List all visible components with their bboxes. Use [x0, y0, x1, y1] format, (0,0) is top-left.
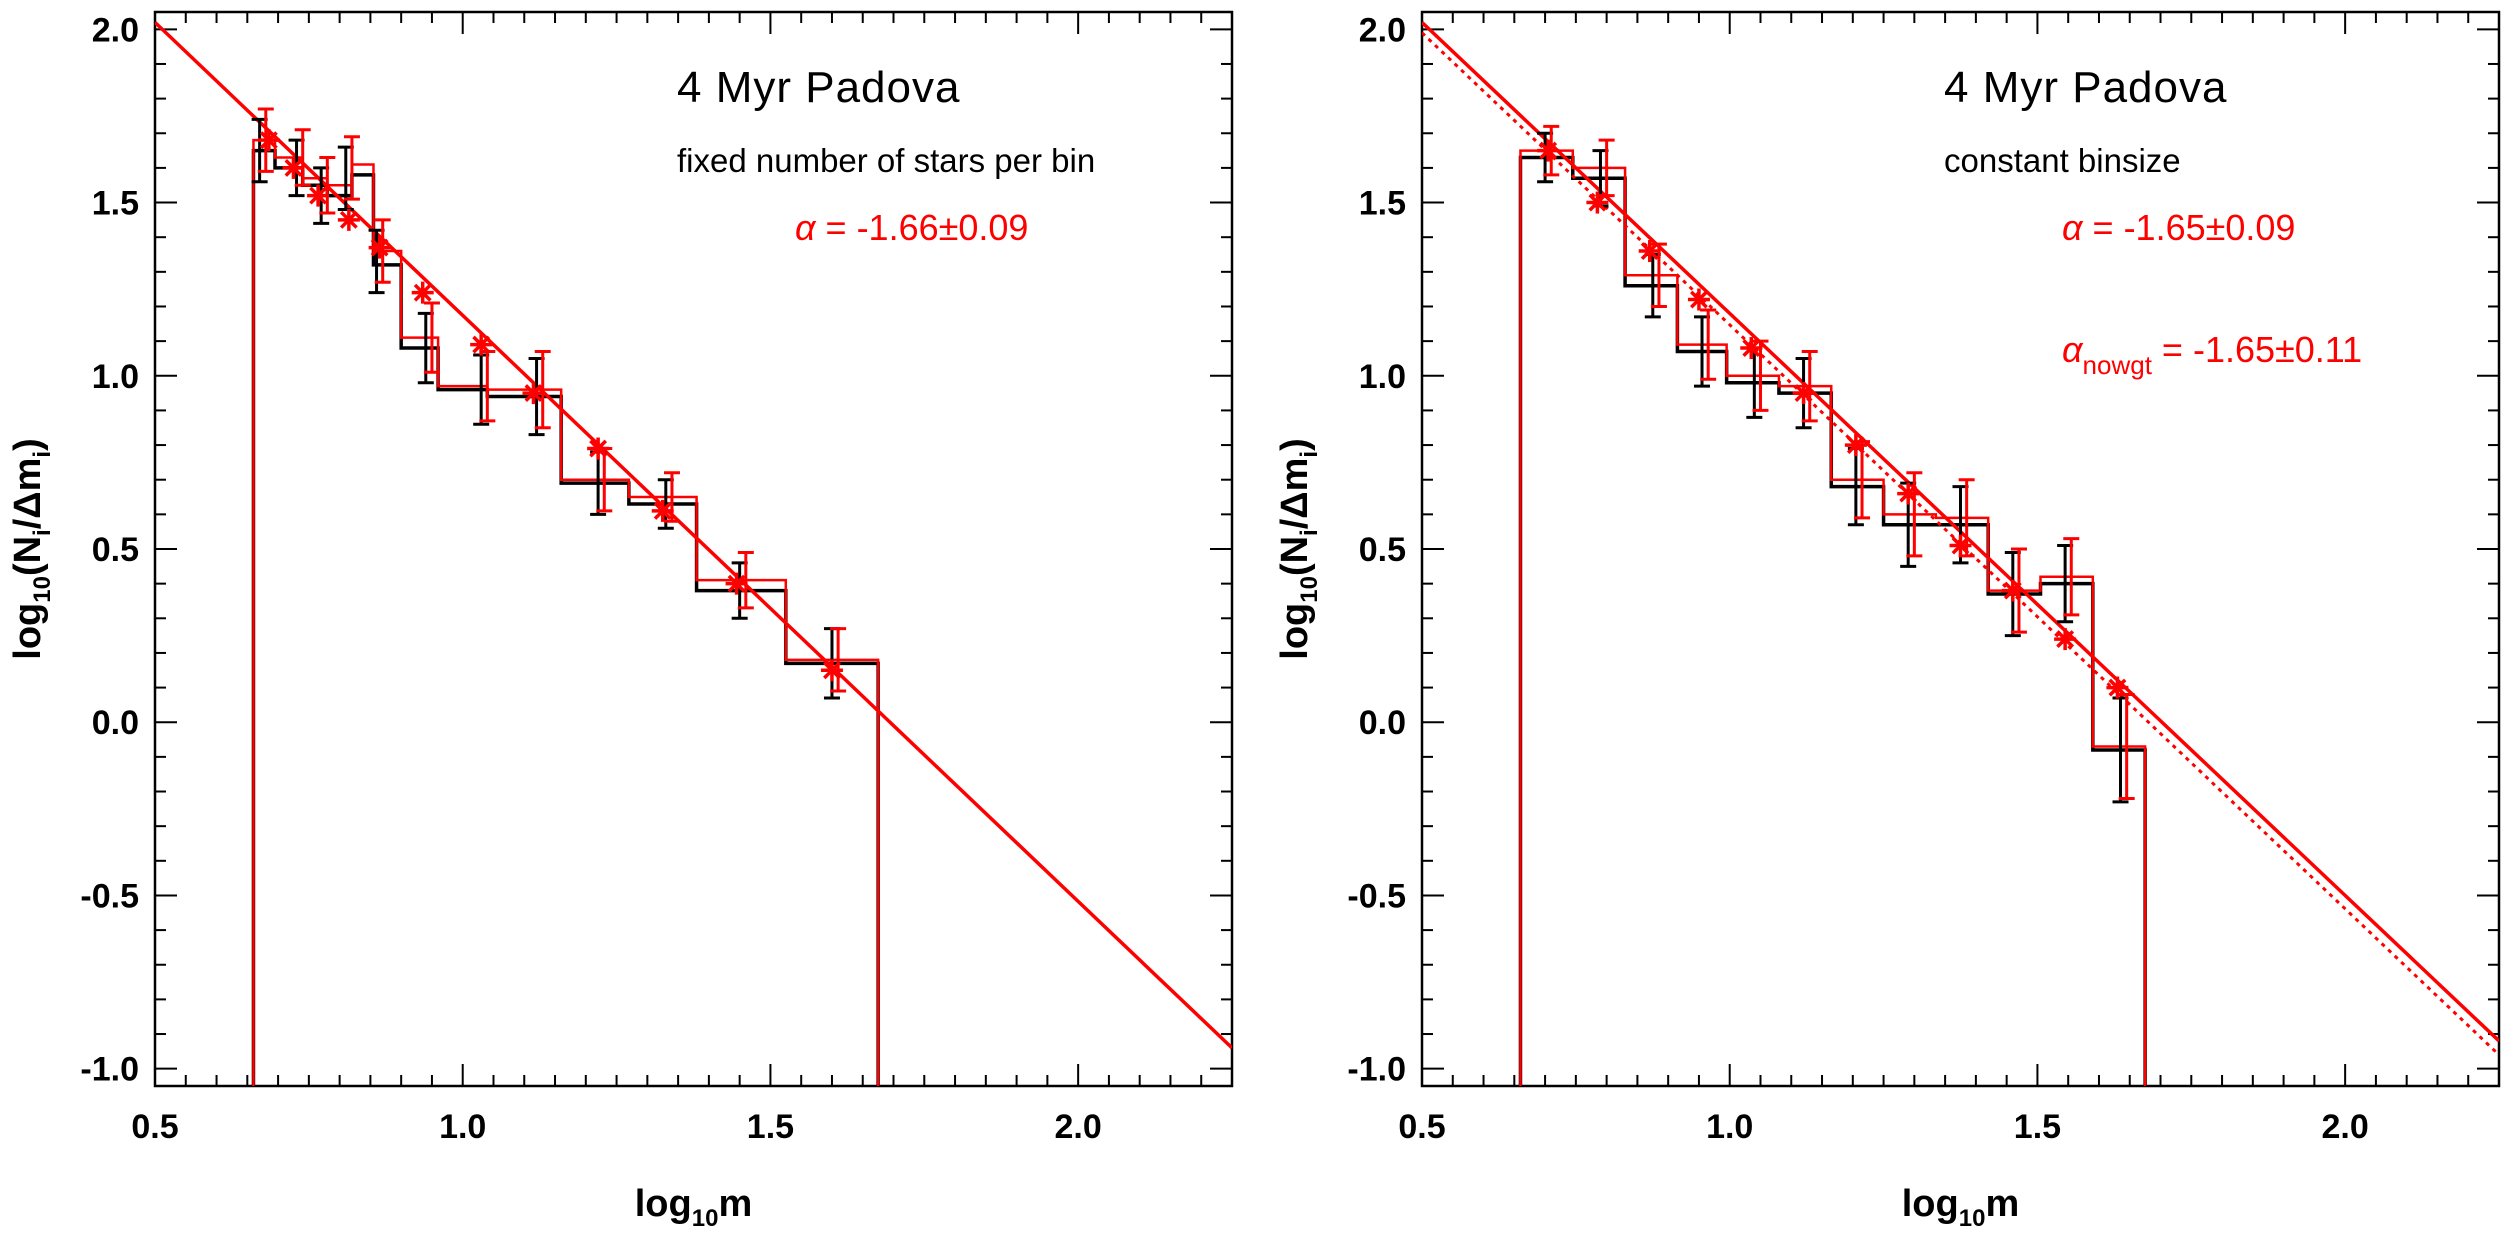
fit-point [522, 382, 545, 405]
fit-point [282, 156, 305, 179]
y-tick-label: -1.0 [1347, 1051, 1406, 1089]
y-tick-label: 1.5 [92, 185, 139, 223]
x-tick-label: 1.0 [439, 1108, 486, 1146]
x-axis-title-part: m [718, 1183, 752, 1225]
alpha-nowgt-value: -1.65±0.11 [2193, 329, 2362, 370]
y-axis-title-part: 10 [1296, 576, 1323, 603]
y-axis-title-part: i [1296, 529, 1323, 536]
fit-point [820, 659, 843, 682]
fit-point [1897, 482, 1920, 505]
x-tick-label: 0.5 [1398, 1108, 1445, 1146]
y-axis-title-part: i [29, 529, 56, 536]
y-axis-title-part: (N [7, 536, 49, 576]
y-tick-label: 1.0 [92, 358, 139, 396]
y-axis-title-part: log [7, 603, 49, 660]
right-panel: 0.5 1.0 1.5 2.02.01.51.00.50.0-0.5-1.0log10… [1274, 10, 2501, 1232]
fit-point [2106, 676, 2129, 699]
y-tick-label: -1.0 [80, 1051, 139, 1089]
x-tick-label: 1.0 [1706, 1108, 1753, 1146]
alpha-annotation: α = -1.66±0.09 [795, 207, 1028, 248]
y-axis-title-part: i [29, 451, 56, 458]
alpha-nowgt-symbol: α [2062, 329, 2084, 370]
fit-point [1949, 534, 1972, 557]
y-tick-label: 0.5 [1359, 531, 1406, 569]
alpha-eq: = [816, 207, 857, 248]
fit-point [307, 184, 330, 207]
y-axis-title-part: /Δm [1274, 458, 1316, 530]
y-axis-title-part: log [1274, 603, 1316, 660]
alpha-eq: = [2083, 207, 2124, 248]
y-tick-label: 2.0 [1359, 11, 1406, 49]
fit-point [411, 281, 434, 304]
x-axis-title: log10m [1902, 1183, 2019, 1228]
fit-point [725, 572, 748, 595]
alpha-annotation: α = -1.65±0.09 [2062, 207, 2295, 248]
plot-data [1422, 21, 2499, 1086]
alpha-nowgt-subscript: nowgt [2083, 350, 2153, 380]
alpha-value: -1.65±0.09 [2124, 207, 2296, 248]
fit-point [1687, 288, 1710, 311]
y-axis-title-part: ) [7, 438, 49, 451]
fit-point [1638, 240, 1661, 263]
panel-subtitle: fixed number of stars per bin [677, 142, 1095, 179]
x-axis-title-part: log [635, 1183, 692, 1225]
y-tick-label: 0.0 [92, 704, 139, 742]
histogram-black [1518, 155, 2147, 1086]
y-tick-label: 0.0 [1359, 704, 1406, 742]
x-tick-label: 0.5 [131, 1108, 178, 1146]
fit-line [155, 21, 1232, 1050]
y-tick-label: 2.0 [92, 11, 139, 49]
fit-point [1586, 191, 1609, 214]
fit-point [337, 208, 360, 231]
fit-point [257, 129, 280, 152]
fit-point [2001, 579, 2024, 602]
panel-title: 4 Myr Padova [1944, 63, 2227, 112]
y-tick-label: 1.0 [1359, 358, 1406, 396]
histogram-black [251, 148, 880, 1086]
x-axis-title-part: 10 [1959, 1205, 1986, 1228]
y-axis-title: log10(Ni/Δmi) [7, 438, 56, 659]
fit-point [1537, 139, 1560, 162]
alpha-symbol: α [795, 207, 817, 248]
panel-subtitle: constant binsize [1944, 142, 2181, 179]
alpha-value: -1.66±0.09 [857, 207, 1029, 248]
x-tick-label: 1.5 [2014, 1108, 2061, 1146]
fit-point [368, 236, 391, 259]
fit-point [651, 499, 674, 522]
y-axis-title-part: 10 [29, 576, 56, 603]
y-axis-title-part: ) [1274, 438, 1316, 451]
y-tick-label: -0.5 [80, 877, 139, 915]
x-axis-title-part: log [1902, 1183, 1959, 1225]
y-axis-title: log10(Ni/Δmi) [1274, 438, 1323, 659]
x-tick-label: 1.5 [747, 1108, 794, 1146]
alpha-symbol: α [2062, 207, 2084, 248]
x-axis-title: log10m [635, 1183, 752, 1228]
y-axis-title-part: (N [1274, 536, 1316, 576]
alpha-nowgt-annotation: αnowgt = -1.65±0.11 [2062, 329, 2362, 380]
fit-point [1844, 434, 1867, 457]
x-tick-label: 2.0 [1055, 1108, 1102, 1146]
plot-data [155, 21, 1232, 1086]
y-axis-title-part: /Δm [7, 458, 49, 530]
fit-point [2054, 628, 2077, 651]
fit-point [1792, 382, 1815, 405]
fit-point [1740, 337, 1763, 360]
y-tick-label: -0.5 [1347, 877, 1406, 915]
left-panel: 0.5 1.0 1.5 2.02.01.51.00.50.0-0.5-1.0log10… [7, 10, 1234, 1232]
fit-point [587, 437, 610, 460]
alpha-nowgt-eq: = [2152, 329, 2193, 370]
fit-point [470, 333, 493, 356]
y-tick-label: 0.5 [92, 531, 139, 569]
x-axis-title-part: m [1985, 1183, 2019, 1225]
x-tick-label: 2.0 [2322, 1108, 2369, 1146]
y-axis-title-part: i [1296, 451, 1323, 458]
y-tick-label: 1.5 [1359, 185, 1406, 223]
histogram-red [1519, 149, 2147, 1086]
panel-title: 4 Myr Padova [677, 63, 960, 112]
x-axis-title-part: 10 [692, 1205, 719, 1228]
